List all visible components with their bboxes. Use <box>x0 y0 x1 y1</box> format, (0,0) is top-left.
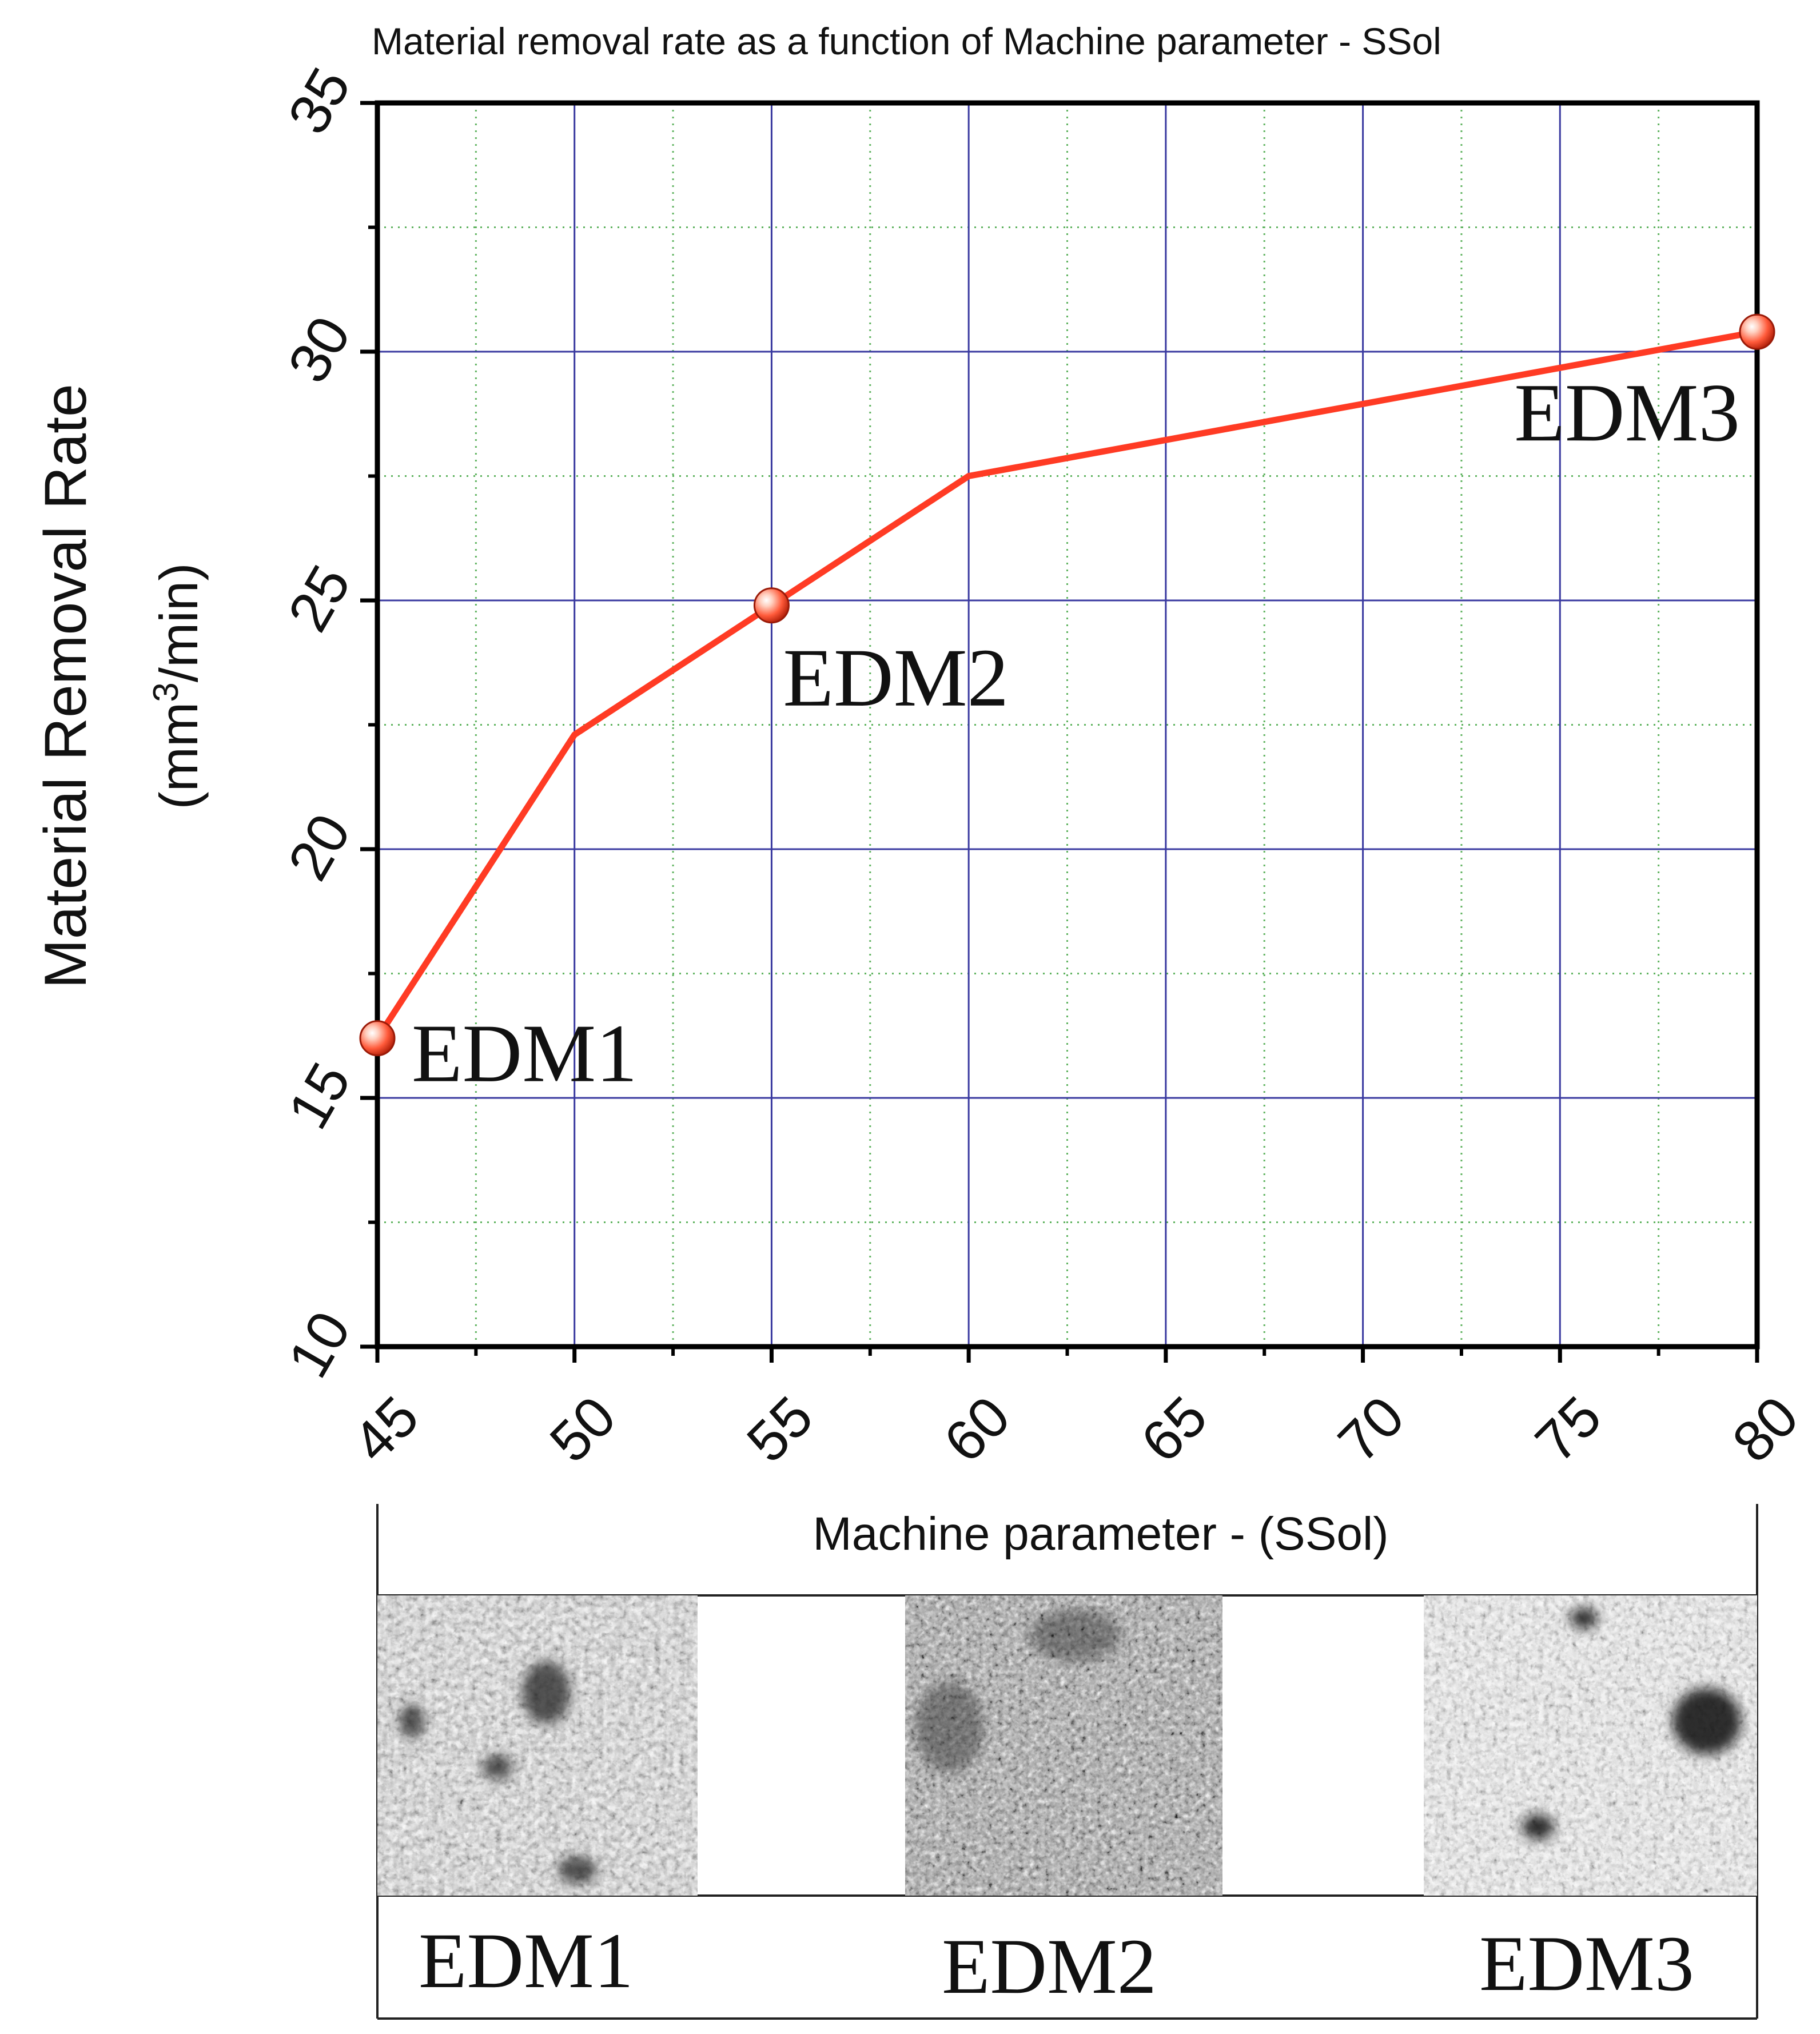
y-tick-label: 15 <box>276 1052 363 1139</box>
micrograph-label-edm2: EDM2 <box>942 1922 1157 2010</box>
y-tick-label: 30 <box>276 306 363 393</box>
micrograph-edm1 <box>377 1595 698 1896</box>
plot-frame <box>375 100 1760 1350</box>
y-axis-label-line2: (mm3/min) <box>146 563 209 809</box>
y-tick-label: 20 <box>276 803 363 890</box>
data-point-marker <box>1739 313 1775 350</box>
major-grid <box>377 103 1757 1347</box>
minor-grid <box>377 103 1757 1347</box>
y-tick-label: 25 <box>276 555 363 642</box>
marker-labels: EDM1 EDM2 EDM3 <box>412 367 1740 1099</box>
data-point-label: EDM3 <box>1514 367 1740 459</box>
y-tick-label: 35 <box>276 57 363 144</box>
y-axis-unit-suffix: /min) <box>149 563 209 682</box>
x-tick-labels: 45 50 55 60 65 70 75 80 <box>341 1384 1811 1475</box>
axes <box>375 100 1760 1350</box>
data-point-marker <box>359 1020 396 1057</box>
y-axis-label: Material Removal Rate (mm3/min) <box>33 384 209 989</box>
data-point-marker <box>753 587 790 624</box>
y-axis-unit-prefix: (mm <box>149 702 209 810</box>
micrograph-edm3 <box>1424 1595 1757 1896</box>
y-axis-unit-superscript: 3 <box>146 682 186 702</box>
x-tick-label: 70 <box>1326 1384 1416 1475</box>
marker-layer <box>359 313 1775 1057</box>
chart-title: Material removal rate as a function of M… <box>372 20 1441 62</box>
y-tick-label: 10 <box>276 1301 363 1388</box>
micrograph-label-edm1: EDM1 <box>419 1917 634 2004</box>
x-tick-label: 80 <box>1721 1384 1811 1475</box>
axis-ticks <box>360 101 1759 1363</box>
x-tick-label: 65 <box>1129 1384 1220 1475</box>
micrograph-edm2 <box>905 1595 1222 1896</box>
x-tick-label: 50 <box>537 1384 628 1475</box>
data-point-label: EDM2 <box>783 632 1009 724</box>
x-tick-label: 45 <box>341 1384 431 1475</box>
y-tick-labels: 10 15 20 25 30 35 <box>276 57 363 1388</box>
x-axis-label: Machine parameter - (SSol) <box>813 1508 1388 1560</box>
x-tick-label: 60 <box>932 1384 1022 1475</box>
micrograph-label-edm3: EDM3 <box>1479 1920 1694 2007</box>
x-tick-label: 75 <box>1523 1384 1614 1475</box>
data-point-label: EDM1 <box>412 1008 638 1100</box>
x-tick-label: 55 <box>735 1384 825 1475</box>
y-axis-label-line1: Material Removal Rate <box>33 384 99 989</box>
